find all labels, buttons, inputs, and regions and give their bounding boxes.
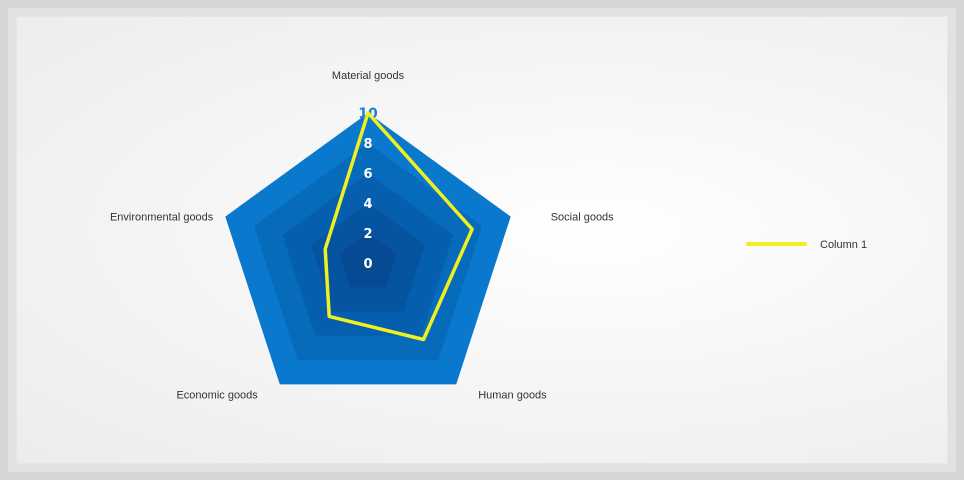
- radar-series: [323, 111, 474, 342]
- axis-label-environmental-goods: Environmental goods: [110, 212, 214, 224]
- tick-label-2: 2: [363, 227, 372, 242]
- series-line-1: [323, 111, 474, 342]
- axis-labels: Material goods Social goods Human goods …: [110, 70, 614, 401]
- radar-band-2: [339, 233, 397, 288]
- tick-label-6: 6: [363, 167, 372, 182]
- tick-label-8: 8: [363, 137, 372, 152]
- legend: Column 1: [746, 239, 867, 251]
- tick-label-4: 4: [363, 197, 372, 212]
- axis-label-material-goods: Material goods: [332, 70, 405, 82]
- tick-label-0: 0: [363, 257, 372, 272]
- radar-bands: [225, 113, 511, 385]
- axis-label-economic-goods: Economic goods: [176, 389, 258, 401]
- legend-label-column-1: Column 1: [820, 239, 867, 251]
- axis-label-human-goods: Human goods: [478, 389, 547, 401]
- axis-label-social-goods: Social goods: [551, 212, 614, 224]
